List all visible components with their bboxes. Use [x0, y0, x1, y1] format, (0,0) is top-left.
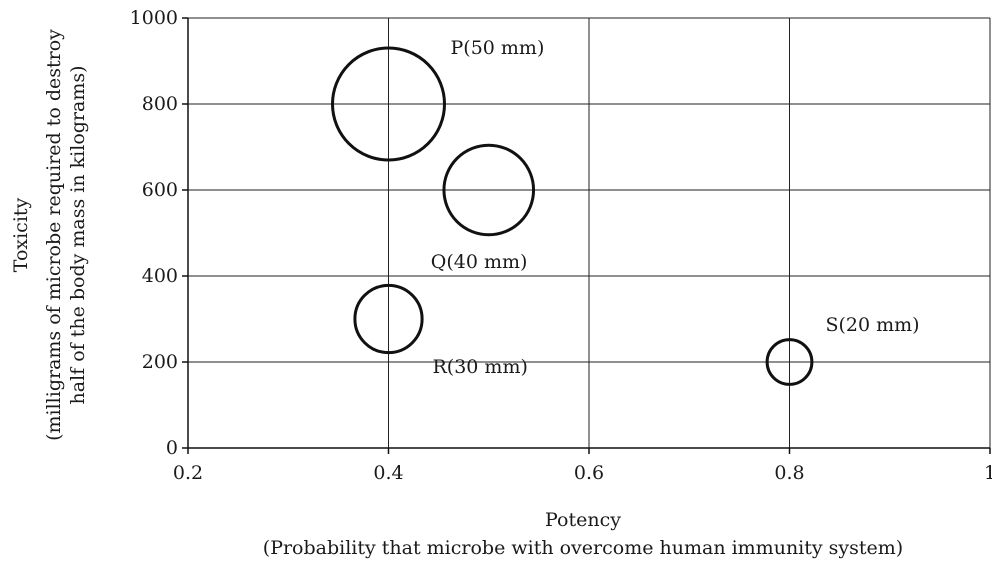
bubbles: P(50 mm) Q(40 mm) R(30 mm) S(20 mm) — [331, 37, 920, 386]
x-tick-label: 0.8 — [774, 462, 804, 484]
y-axis-title: Toxicity — [10, 197, 32, 272]
bubble-label-s: S(20 mm) — [826, 314, 920, 336]
bubble-label-p: P(50 mm) — [451, 37, 545, 59]
grid-lines — [188, 17, 991, 448]
x-tick-label: 0.2 — [173, 462, 203, 484]
y-tick-label: 600 — [142, 179, 178, 201]
bubble-s — [765, 338, 814, 386]
y-tick-label: 0 — [166, 437, 178, 459]
bubble-label-q: Q(40 mm) — [431, 251, 528, 273]
x-axis-subtitle: (Probability that microbe with overcome … — [263, 537, 903, 559]
axes — [182, 17, 991, 454]
x-tick-label: 0.6 — [574, 462, 604, 484]
x-tick-label: 0.4 — [373, 462, 403, 484]
y-tick-label: 1000 — [130, 7, 178, 29]
bubble-q — [442, 143, 536, 237]
bubble-label-r: R(30 mm) — [433, 356, 528, 378]
bubble-r — [353, 283, 424, 355]
y-axis-subtitle-line2: half of the body mass in kilograms) — [67, 65, 89, 404]
x-tick-label: 1 — [984, 462, 992, 484]
bubble-p — [331, 46, 446, 162]
y-tick-label: 400 — [142, 265, 178, 287]
tick-labels: 0.2 0.4 0.6 0.8 1 0 200 400 600 800 1000 — [130, 7, 992, 484]
y-tick-label: 800 — [142, 93, 178, 115]
x-axis-title: Potency — [545, 509, 621, 531]
y-tick-label: 200 — [142, 351, 178, 373]
y-axis-subtitle-line1: (milligrams of microbe required to destr… — [43, 29, 65, 441]
